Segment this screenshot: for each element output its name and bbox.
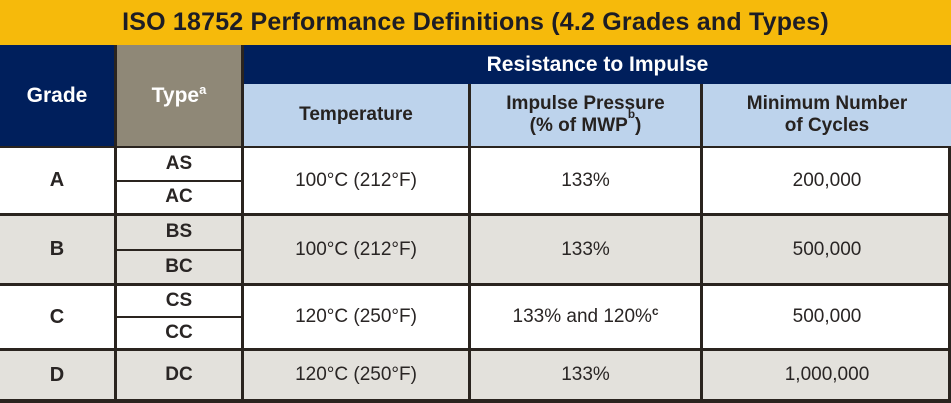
temperature-cell: 100°C (212°F) — [241, 216, 468, 283]
table-row-grade-a: A AS AC 100°C (212°F) 133% 200,000 — [0, 146, 951, 213]
temperature-column-header: Temperature — [241, 84, 468, 146]
type-cell: DC — [114, 351, 241, 399]
temperature-cell: 120°C (250°F) — [241, 351, 468, 399]
type-cell: CS CC — [114, 286, 241, 348]
type-value: DC — [165, 364, 193, 385]
table-header: Grade Type a Resistance to Impulse Temper… — [0, 45, 951, 146]
type-value: AS — [117, 148, 241, 182]
impulse-pressure-column-header: Impulse Pressure (% of MWPb) — [468, 84, 700, 146]
mwp-footnote-marker: b — [627, 108, 635, 122]
impulse-header-line2: (% of MWPb) — [529, 108, 642, 136]
impulse-pressure-cell: 133% and 120% c — [468, 286, 700, 348]
table-row-grade-b: B BS BC 100°C (212°F) 133% 500,000 — [0, 213, 951, 283]
table-bottom-border — [0, 399, 951, 403]
impulse-pressure-cell: 133% — [468, 148, 700, 213]
type-value: CC — [165, 322, 193, 343]
type-header-label: Type — [151, 83, 200, 107]
minimum-cycles-column-header: Minimum Number of Cycles — [700, 84, 951, 146]
type-value: CS — [117, 286, 241, 318]
type-value: BC — [165, 255, 193, 277]
grade-cell: B — [49, 238, 65, 260]
impulse-header-line1: Impulse Pressure — [506, 92, 665, 114]
table-row-grade-d: D DC 120°C (250°F) 133% 1,000,000 — [0, 348, 951, 399]
temperature-cell: 120°C (250°F) — [241, 286, 468, 348]
grade-cell: A — [49, 169, 65, 191]
type-value: AC — [165, 186, 193, 208]
cycles-cell: 500,000 — [700, 286, 951, 348]
grade-cell: D — [49, 363, 65, 386]
grade-cell: C — [49, 305, 65, 328]
cycles-header-line2: of Cycles — [784, 115, 870, 136]
grade-column-header: Grade — [0, 45, 114, 146]
cycles-cell: 200,000 — [700, 148, 951, 213]
impulse-pressure-cell: 133% — [468, 216, 700, 283]
type-column-header: Type a — [114, 45, 241, 146]
cycles-cell: 1,000,000 — [700, 351, 951, 399]
resistance-to-impulse-group-header: Resistance to Impulse — [241, 45, 951, 84]
type-cell: AS AC — [114, 148, 241, 213]
table-row-grade-c: C CS CC 120°C (250°F) 133% and 120% c 500… — [0, 283, 951, 348]
table-title: ISO 18752 Performance Definitions (4.2 G… — [0, 0, 951, 45]
group-header-label: Resistance to Impulse — [486, 52, 709, 76]
temperature-cell: 100°C (212°F) — [241, 148, 468, 213]
temperature-header-label: Temperature — [299, 103, 413, 125]
type-value: BS — [117, 216, 241, 251]
impulse-pressure-cell: 133% — [468, 351, 700, 399]
type-cell: BS BC — [114, 216, 241, 283]
cycles-header-line1: Minimum Number — [746, 92, 908, 114]
cycles-cell: 500,000 — [700, 216, 951, 283]
grade-header-label: Grade — [26, 83, 88, 107]
